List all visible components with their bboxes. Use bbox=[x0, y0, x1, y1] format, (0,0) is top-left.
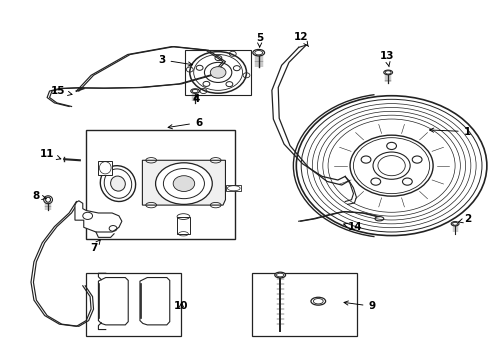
Polygon shape bbox=[75, 201, 122, 232]
Polygon shape bbox=[143, 160, 225, 205]
Polygon shape bbox=[98, 278, 128, 325]
Ellipse shape bbox=[111, 176, 125, 191]
Text: 5: 5 bbox=[256, 33, 263, 47]
Text: 13: 13 bbox=[379, 51, 394, 67]
Text: 15: 15 bbox=[51, 86, 72, 96]
Circle shape bbox=[361, 156, 371, 163]
Ellipse shape bbox=[311, 297, 326, 305]
Text: 9: 9 bbox=[344, 301, 376, 311]
Text: 3: 3 bbox=[158, 55, 193, 66]
Circle shape bbox=[156, 163, 212, 204]
Circle shape bbox=[173, 176, 195, 192]
Circle shape bbox=[371, 178, 381, 185]
Bar bbox=[252, 273, 357, 336]
Bar bbox=[86, 130, 235, 239]
Circle shape bbox=[387, 142, 396, 149]
Bar bbox=[176, 217, 190, 234]
Bar bbox=[185, 50, 251, 95]
Bar bbox=[86, 273, 181, 336]
Text: 7: 7 bbox=[90, 240, 100, 253]
Circle shape bbox=[210, 67, 226, 78]
Text: 2: 2 bbox=[458, 215, 471, 224]
Text: 12: 12 bbox=[294, 32, 309, 46]
Bar bbox=[226, 185, 241, 192]
Text: 8: 8 bbox=[32, 191, 46, 201]
Circle shape bbox=[373, 152, 410, 179]
Bar bbox=[98, 161, 112, 175]
Text: 6: 6 bbox=[168, 118, 202, 129]
Polygon shape bbox=[140, 278, 170, 325]
Text: 10: 10 bbox=[174, 301, 189, 311]
Ellipse shape bbox=[275, 272, 286, 278]
Text: 14: 14 bbox=[343, 222, 362, 232]
Text: 11: 11 bbox=[40, 149, 61, 159]
Text: 1: 1 bbox=[430, 127, 471, 136]
Circle shape bbox=[412, 156, 422, 163]
Text: 4: 4 bbox=[193, 94, 200, 104]
Circle shape bbox=[402, 178, 412, 185]
